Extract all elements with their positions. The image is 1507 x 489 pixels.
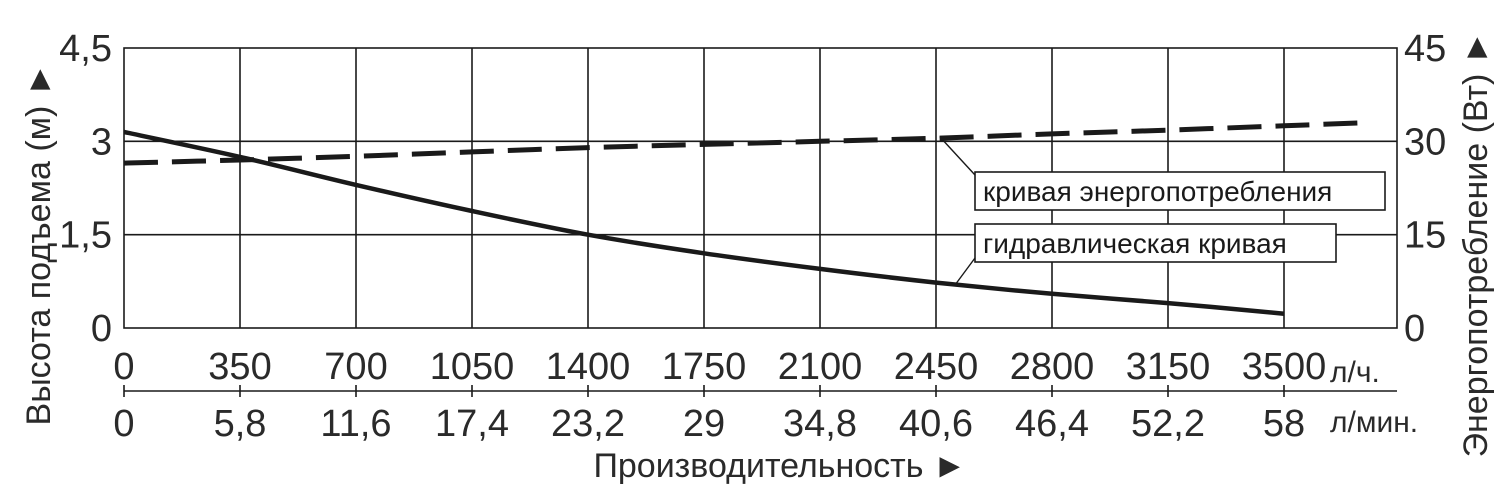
- x-primary-tick-label: 350: [208, 346, 271, 388]
- plot-frame: [123, 47, 1398, 329]
- left-y-ticks: 0 1,5 3 4,5: [59, 28, 112, 350]
- y-right-tick-label: 0: [1404, 308, 1425, 350]
- x-ticks-secondary: 0 5,8 11,6 17,4 23,2 29 34,8 40,6 46,4 52,2 58: [113, 385, 1305, 445]
- x-secondary-tick-label: 17,4: [435, 403, 509, 445]
- power-curve-label: кривая энергопотребления: [983, 176, 1332, 207]
- x-secondary-unit: л/мин.: [1330, 406, 1418, 439]
- x-ticks-primary: 0 350 700 1050 1400 1750 2100 2450 2800 3150 3500: [113, 346, 1326, 388]
- y-left-tick-label: 4,5: [59, 28, 112, 70]
- x-secondary-tick-label: 46,4: [1015, 403, 1089, 445]
- y-left-tick-label: 0: [91, 308, 112, 350]
- power-curve-callout: кривая энергопотребления: [939, 136, 1386, 211]
- x-primary-unit: л/ч.: [1330, 356, 1380, 389]
- x-primary-tick-label: 0: [113, 346, 134, 388]
- x-primary-tick-label: 700: [324, 346, 387, 388]
- x-secondary-tick-label: 11,6: [320, 403, 391, 445]
- hydraulic-callout-leader: [954, 257, 976, 286]
- power-callout-box: [974, 171, 1386, 211]
- hydraulic-curve-label: гидравлическая кривая: [983, 228, 1287, 259]
- hydraulic-curve: [123, 129, 1285, 316]
- x-primary-tick-label: 2100: [778, 346, 863, 388]
- x-secondary-tick-label: 5,8: [214, 403, 267, 445]
- x-primary-tick-label: 3500: [1242, 346, 1327, 388]
- power-consumption-curve: [123, 120, 1367, 166]
- x-secondary-tick-label: 52,2: [1131, 403, 1205, 445]
- series-layer: [123, 120, 1367, 316]
- x-primary-tick-label: 1400: [546, 346, 631, 388]
- hydraulic-curve-callout: гидравлическая кривая: [954, 223, 1337, 286]
- x-primary-tick-label: 1050: [430, 346, 515, 388]
- x-secondary-tick-label: 29: [683, 403, 725, 445]
- y-left-axis-title: Высота подъема (м) ►: [20, 63, 58, 426]
- y-left-tick-label: 3: [91, 121, 112, 163]
- hydraulic-callout-box: [974, 223, 1337, 263]
- x-primary-tick-label: 2450: [894, 346, 979, 388]
- x-secondary-tick-label: 23,2: [551, 403, 625, 445]
- x-secondary-tick-label: 0: [113, 403, 134, 445]
- x-secondary-tick-label: 40,6: [899, 403, 973, 445]
- x-primary-tick-label: 1750: [662, 346, 747, 388]
- y-right-axis-title: Энергопотребление (Вт) ►: [1457, 31, 1495, 458]
- right-y-ticks: 0 15 30 45: [1404, 28, 1446, 350]
- y-right-tick-label: 30: [1404, 121, 1446, 163]
- x-axis-title: Производительность ►: [593, 447, 966, 485]
- x-secondary-tick-label: 34,8: [783, 403, 857, 445]
- x-primary-tick-label: 2800: [1010, 346, 1095, 388]
- x-primary-tick-label: 3150: [1126, 346, 1211, 388]
- y-right-tick-label: 45: [1404, 28, 1446, 70]
- y-left-tick-label: 1,5: [59, 215, 112, 257]
- y-right-tick-label: 15: [1404, 215, 1446, 257]
- x-secondary-tick-label: 58: [1263, 403, 1305, 445]
- power-callout-leader: [939, 136, 976, 176]
